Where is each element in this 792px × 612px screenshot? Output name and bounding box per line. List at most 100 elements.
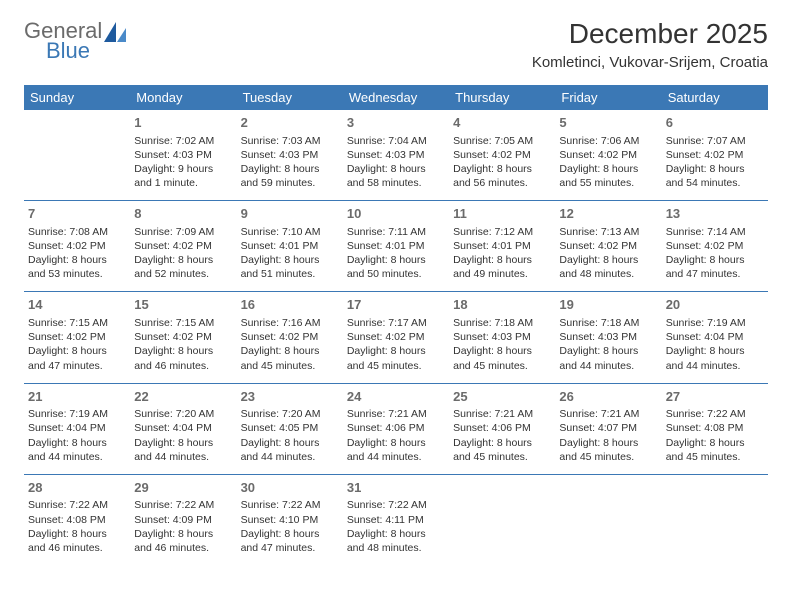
day-d2: and 45 minutes. — [666, 450, 766, 464]
day-d2: and 58 minutes. — [347, 176, 447, 190]
day-d1: Daylight: 8 hours — [347, 527, 447, 541]
calendar-cell: 1Sunrise: 7:02 AMSunset: 4:03 PMDaylight… — [130, 110, 236, 201]
day-d1: Daylight: 8 hours — [453, 344, 553, 358]
calendar-cell: 28Sunrise: 7:22 AMSunset: 4:08 PMDayligh… — [24, 474, 130, 565]
day-number: 15 — [134, 296, 234, 314]
day-sr: Sunrise: 7:16 AM — [241, 316, 341, 330]
calendar-body: 1Sunrise: 7:02 AMSunset: 4:03 PMDaylight… — [24, 110, 768, 565]
day-ss: Sunset: 4:06 PM — [347, 421, 447, 435]
day-ss: Sunset: 4:02 PM — [666, 239, 766, 253]
day-d1: Daylight: 8 hours — [134, 527, 234, 541]
calendar-row: 14Sunrise: 7:15 AMSunset: 4:02 PMDayligh… — [24, 292, 768, 383]
day-d1: Daylight: 8 hours — [28, 527, 128, 541]
day-number: 10 — [347, 205, 447, 223]
day-d1: Daylight: 8 hours — [134, 436, 234, 450]
logo: General Blue — [24, 18, 128, 64]
day-number: 22 — [134, 388, 234, 406]
day-ss: Sunset: 4:03 PM — [241, 148, 341, 162]
day-sr: Sunrise: 7:22 AM — [666, 407, 766, 421]
day-d2: and 47 minutes. — [241, 541, 341, 555]
day-d2: and 46 minutes. — [134, 541, 234, 555]
day-d2: and 46 minutes. — [28, 541, 128, 555]
day-d2: and 50 minutes. — [347, 267, 447, 281]
day-d2: and 48 minutes. — [559, 267, 659, 281]
weekday-header: Wednesday — [343, 85, 449, 110]
calendar-cell — [24, 110, 130, 201]
day-d1: Daylight: 8 hours — [28, 253, 128, 267]
day-ss: Sunset: 4:01 PM — [241, 239, 341, 253]
day-d2: and 59 minutes. — [241, 176, 341, 190]
day-ss: Sunset: 4:02 PM — [347, 330, 447, 344]
day-number: 2 — [241, 114, 341, 132]
day-d1: Daylight: 8 hours — [241, 344, 341, 358]
calendar-cell: 15Sunrise: 7:15 AMSunset: 4:02 PMDayligh… — [130, 292, 236, 383]
calendar-row: 28Sunrise: 7:22 AMSunset: 4:08 PMDayligh… — [24, 474, 768, 565]
calendar-cell: 4Sunrise: 7:05 AMSunset: 4:02 PMDaylight… — [449, 110, 555, 201]
day-sr: Sunrise: 7:10 AM — [241, 225, 341, 239]
logo-text-blue: Blue — [46, 38, 102, 64]
day-ss: Sunset: 4:02 PM — [559, 148, 659, 162]
day-ss: Sunset: 4:02 PM — [241, 330, 341, 344]
day-d1: Daylight: 8 hours — [28, 436, 128, 450]
day-number: 19 — [559, 296, 659, 314]
day-d1: Daylight: 8 hours — [347, 344, 447, 358]
day-ss: Sunset: 4:09 PM — [134, 513, 234, 527]
weekday-header: Sunday — [24, 85, 130, 110]
day-ss: Sunset: 4:01 PM — [453, 239, 553, 253]
day-ss: Sunset: 4:08 PM — [666, 421, 766, 435]
day-sr: Sunrise: 7:19 AM — [28, 407, 128, 421]
day-number: 20 — [666, 296, 766, 314]
day-d1: Daylight: 8 hours — [559, 162, 659, 176]
day-sr: Sunrise: 7:06 AM — [559, 134, 659, 148]
calendar-cell: 9Sunrise: 7:10 AMSunset: 4:01 PMDaylight… — [237, 201, 343, 292]
weekday-header: Monday — [130, 85, 236, 110]
day-ss: Sunset: 4:02 PM — [453, 148, 553, 162]
header: General Blue December 2025 Komletinci, V… — [24, 18, 768, 71]
calendar-cell: 27Sunrise: 7:22 AMSunset: 4:08 PMDayligh… — [662, 383, 768, 474]
day-ss: Sunset: 4:06 PM — [453, 421, 553, 435]
day-d1: Daylight: 8 hours — [666, 344, 766, 358]
day-sr: Sunrise: 7:15 AM — [28, 316, 128, 330]
day-d2: and 52 minutes. — [134, 267, 234, 281]
day-d1: Daylight: 8 hours — [559, 436, 659, 450]
day-d1: Daylight: 8 hours — [241, 436, 341, 450]
day-ss: Sunset: 4:02 PM — [666, 148, 766, 162]
calendar-cell: 13Sunrise: 7:14 AMSunset: 4:02 PMDayligh… — [662, 201, 768, 292]
day-d1: Daylight: 8 hours — [28, 344, 128, 358]
calendar-cell: 16Sunrise: 7:16 AMSunset: 4:02 PMDayligh… — [237, 292, 343, 383]
day-ss: Sunset: 4:03 PM — [347, 148, 447, 162]
day-sr: Sunrise: 7:08 AM — [28, 225, 128, 239]
calendar-cell — [662, 474, 768, 565]
calendar-cell: 14Sunrise: 7:15 AMSunset: 4:02 PMDayligh… — [24, 292, 130, 383]
calendar-cell: 19Sunrise: 7:18 AMSunset: 4:03 PMDayligh… — [555, 292, 661, 383]
day-ss: Sunset: 4:02 PM — [28, 330, 128, 344]
day-d1: Daylight: 8 hours — [559, 344, 659, 358]
day-sr: Sunrise: 7:03 AM — [241, 134, 341, 148]
day-sr: Sunrise: 7:22 AM — [347, 498, 447, 512]
day-number: 5 — [559, 114, 659, 132]
calendar-cell: 17Sunrise: 7:17 AMSunset: 4:02 PMDayligh… — [343, 292, 449, 383]
calendar-cell: 6Sunrise: 7:07 AMSunset: 4:02 PMDaylight… — [662, 110, 768, 201]
day-d1: Daylight: 8 hours — [241, 253, 341, 267]
weekday-header: Friday — [555, 85, 661, 110]
day-sr: Sunrise: 7:21 AM — [559, 407, 659, 421]
calendar-cell: 23Sunrise: 7:20 AMSunset: 4:05 PMDayligh… — [237, 383, 343, 474]
day-ss: Sunset: 4:02 PM — [559, 239, 659, 253]
day-ss: Sunset: 4:04 PM — [134, 421, 234, 435]
calendar-table: Sunday Monday Tuesday Wednesday Thursday… — [24, 85, 768, 565]
day-d2: and 44 minutes. — [666, 359, 766, 373]
day-sr: Sunrise: 7:18 AM — [453, 316, 553, 330]
day-d1: Daylight: 8 hours — [241, 527, 341, 541]
day-sr: Sunrise: 7:21 AM — [347, 407, 447, 421]
day-number: 6 — [666, 114, 766, 132]
day-d1: Daylight: 8 hours — [453, 253, 553, 267]
day-number: 30 — [241, 479, 341, 497]
day-d2: and 1 minute. — [134, 176, 234, 190]
calendar-cell: 22Sunrise: 7:20 AMSunset: 4:04 PMDayligh… — [130, 383, 236, 474]
calendar-cell: 25Sunrise: 7:21 AMSunset: 4:06 PMDayligh… — [449, 383, 555, 474]
day-number: 1 — [134, 114, 234, 132]
calendar-cell: 3Sunrise: 7:04 AMSunset: 4:03 PMDaylight… — [343, 110, 449, 201]
day-d2: and 47 minutes. — [666, 267, 766, 281]
day-d1: Daylight: 8 hours — [666, 162, 766, 176]
day-d2: and 55 minutes. — [559, 176, 659, 190]
